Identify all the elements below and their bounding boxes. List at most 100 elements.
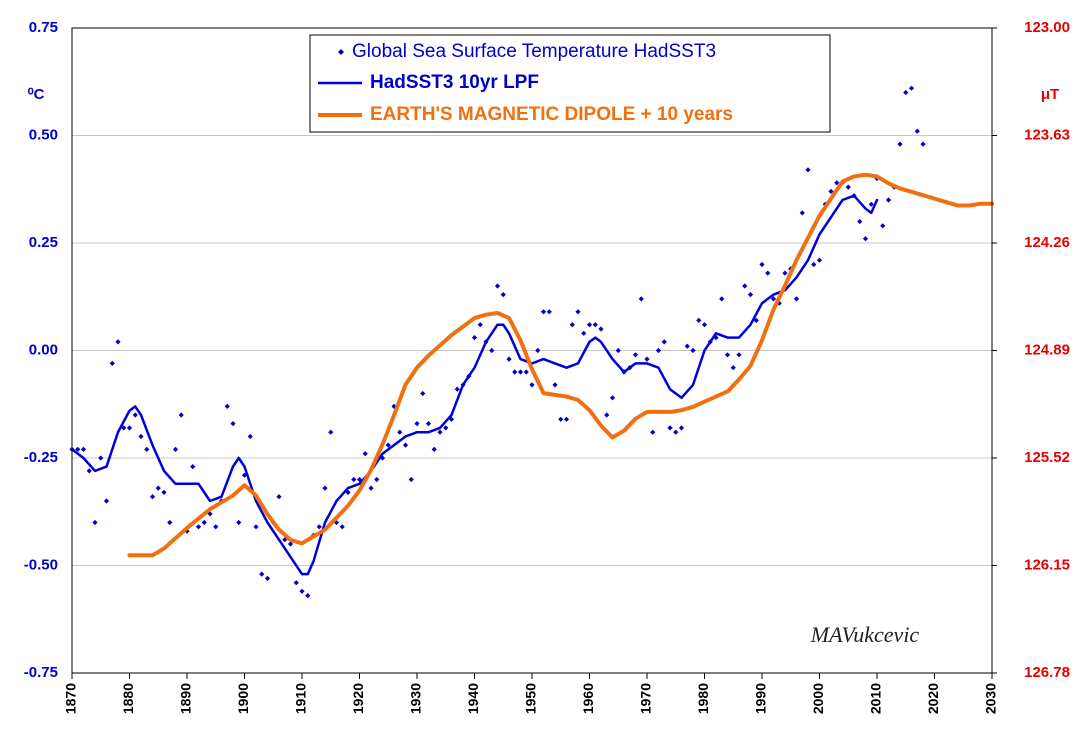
data-point bbox=[862, 236, 869, 242]
data-point bbox=[138, 433, 144, 440]
data-point bbox=[282, 537, 288, 543]
data-point bbox=[207, 511, 213, 517]
data-point bbox=[362, 451, 368, 457]
data-point bbox=[857, 218, 863, 225]
data-point bbox=[880, 223, 886, 229]
data-point bbox=[121, 425, 127, 431]
data-point bbox=[264, 575, 271, 581]
data-point bbox=[471, 335, 478, 341]
data-point bbox=[103, 498, 110, 504]
y-tick-label: 0.75 bbox=[29, 19, 58, 36]
data-point bbox=[305, 593, 311, 599]
data-point bbox=[414, 421, 420, 427]
data-point bbox=[259, 571, 265, 577]
legend-marker bbox=[338, 49, 344, 55]
data-point bbox=[609, 395, 616, 401]
x-tick-label: 2010 bbox=[868, 683, 884, 714]
y-tick-label: -0.75 bbox=[24, 664, 58, 681]
y2-tick-label: 123.00 bbox=[1024, 19, 1070, 36]
data-point bbox=[75, 446, 81, 452]
data-point bbox=[592, 322, 598, 328]
data-point bbox=[178, 412, 184, 418]
data-point bbox=[644, 356, 650, 362]
data-point bbox=[598, 326, 604, 332]
x-tick-label: 1910 bbox=[293, 683, 309, 714]
data-point bbox=[903, 89, 909, 96]
data-point bbox=[425, 421, 432, 427]
data-point bbox=[799, 210, 805, 216]
data-point bbox=[224, 403, 230, 409]
x-tick-label: 2030 bbox=[983, 683, 999, 714]
data-point bbox=[546, 309, 552, 315]
data-point bbox=[431, 446, 437, 452]
data-point bbox=[724, 352, 731, 358]
data-point bbox=[908, 85, 915, 91]
data-point bbox=[690, 347, 696, 354]
data-point bbox=[650, 429, 656, 435]
data-point bbox=[736, 352, 742, 358]
data-point bbox=[115, 339, 121, 345]
y-tick-label: -0.25 bbox=[24, 449, 58, 466]
data-point bbox=[713, 335, 719, 341]
legend-box bbox=[309, 34, 831, 133]
series-line bbox=[70, 194, 879, 576]
data-point bbox=[98, 455, 104, 461]
y-tick-label: 0.25 bbox=[29, 234, 58, 251]
y2-tick-label: 124.89 bbox=[1024, 341, 1070, 358]
data-point bbox=[770, 296, 777, 302]
data-point bbox=[339, 524, 345, 530]
data-point bbox=[914, 128, 920, 134]
y-tick-label: 0.50 bbox=[29, 126, 58, 143]
data-point bbox=[293, 580, 299, 586]
data-point bbox=[535, 347, 541, 354]
data-point bbox=[374, 476, 380, 483]
data-point bbox=[86, 468, 92, 474]
data-point bbox=[368, 485, 374, 491]
data-point bbox=[167, 519, 173, 526]
data-point bbox=[816, 257, 823, 263]
x-tick-label: 1980 bbox=[695, 683, 711, 714]
data-point bbox=[765, 270, 771, 276]
data-point bbox=[897, 141, 903, 147]
data-point bbox=[719, 296, 725, 302]
x-tick-label: 1940 bbox=[465, 683, 481, 714]
data-point bbox=[615, 347, 621, 354]
x-tick-label: 1900 bbox=[235, 683, 251, 714]
y2-tick-label: 125.52 bbox=[1024, 449, 1070, 466]
data-point bbox=[759, 261, 765, 268]
data-point bbox=[678, 425, 685, 431]
data-point bbox=[397, 429, 403, 435]
data-point bbox=[920, 141, 926, 147]
x-tick-label: 2000 bbox=[810, 683, 826, 714]
data-point bbox=[517, 369, 524, 375]
x-tick-label: 1970 bbox=[638, 683, 654, 714]
data-point bbox=[328, 429, 334, 435]
data-point bbox=[638, 296, 644, 302]
data-point bbox=[247, 433, 253, 440]
data-point bbox=[673, 429, 679, 435]
y-axis-label: ⁰C bbox=[28, 86, 45, 103]
data-point bbox=[540, 309, 547, 315]
x-tick-label: 1950 bbox=[523, 683, 539, 714]
data-point bbox=[132, 412, 138, 418]
data-point bbox=[500, 292, 506, 298]
y2-tick-label: 124.26 bbox=[1024, 234, 1070, 251]
data-point bbox=[868, 201, 874, 207]
x-tick-label: 1890 bbox=[178, 683, 194, 714]
y2-tick-label: 123.63 bbox=[1024, 126, 1070, 143]
data-point bbox=[655, 347, 662, 354]
y2-tick-label: 126.78 bbox=[1024, 664, 1070, 681]
x-tick-label: 2020 bbox=[925, 683, 941, 714]
legend-label: EARTH'S MAGNETIC DIPOLE + 10 years bbox=[370, 104, 733, 125]
plot-frame bbox=[71, 27, 993, 674]
data-point bbox=[420, 390, 426, 397]
data-point bbox=[793, 296, 800, 302]
data-point bbox=[563, 416, 570, 422]
data-point bbox=[604, 412, 610, 418]
data-point bbox=[684, 343, 690, 349]
data-point bbox=[287, 541, 294, 547]
data-point bbox=[201, 519, 207, 526]
data-point bbox=[575, 309, 581, 315]
data-point bbox=[322, 485, 328, 491]
